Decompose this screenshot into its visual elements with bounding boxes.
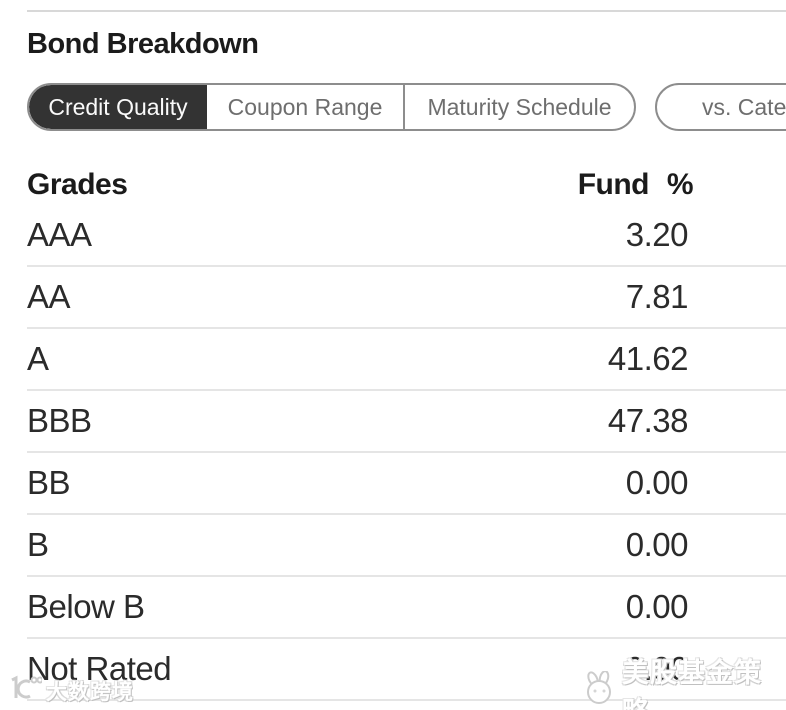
tab-vs-category[interactable]: vs. Catego bbox=[655, 83, 786, 131]
fund-pct-cell: 41.62 bbox=[607, 340, 689, 377]
fund-pct-cell: 0.00 bbox=[625, 650, 689, 687]
tab-coupon-range[interactable]: Coupon Range bbox=[207, 85, 403, 129]
fund-pct-cell: 7.81 bbox=[625, 278, 689, 315]
page-title: Bond Breakdown bbox=[27, 28, 259, 60]
grade-cell: AAA bbox=[27, 216, 92, 253]
fund-pct-cell: 0.00 bbox=[625, 526, 689, 563]
table-body: AAA 3.20 AA 7.81 A 41.62 BBB 47.38 BB 0.… bbox=[27, 205, 786, 701]
table-row: Below B 0.00 bbox=[27, 577, 786, 639]
grade-cell: B bbox=[27, 526, 49, 563]
fund-pct-cell: 0.00 bbox=[625, 464, 689, 501]
grade-cell: Below B bbox=[27, 588, 145, 625]
tab-group: Credit Quality Coupon Range Maturity Sch… bbox=[27, 83, 636, 131]
column-header-fund-pct: Fund % bbox=[577, 168, 694, 201]
column-header-grades: Grades bbox=[27, 168, 128, 201]
grade-cell: AA bbox=[27, 278, 71, 315]
table-row: B 0.00 bbox=[27, 515, 786, 577]
grade-cell: BB bbox=[27, 464, 71, 501]
tab-bar: Credit Quality Coupon Range Maturity Sch… bbox=[27, 83, 786, 131]
top-divider bbox=[27, 10, 786, 12]
credit-quality-table: Grades Fund % AAA 3.20 AA 7.81 A 41.62 B… bbox=[27, 159, 786, 701]
fund-pct-cell: 3.20 bbox=[625, 216, 689, 253]
grade-cell: BBB bbox=[27, 402, 92, 439]
table-row: BB 0.00 bbox=[27, 453, 786, 515]
grade-cell: A bbox=[27, 340, 49, 377]
fund-pct-cell: 47.38 bbox=[607, 402, 689, 439]
table-row: Not Rated 0.00 bbox=[27, 639, 786, 701]
table-row: AAA 3.20 bbox=[27, 205, 786, 267]
tab-maturity-schedule[interactable]: Maturity Schedule bbox=[403, 85, 634, 129]
grade-cell: Not Rated bbox=[27, 650, 172, 687]
table-row: A 41.62 bbox=[27, 329, 786, 391]
fund-pct-cell: 0.00 bbox=[625, 588, 689, 625]
table-header-row: Grades Fund % bbox=[27, 159, 786, 205]
table-row: BBB 47.38 bbox=[27, 391, 786, 453]
table-row: AA 7.81 bbox=[27, 267, 786, 329]
tab-credit-quality[interactable]: Credit Quality bbox=[29, 85, 207, 129]
